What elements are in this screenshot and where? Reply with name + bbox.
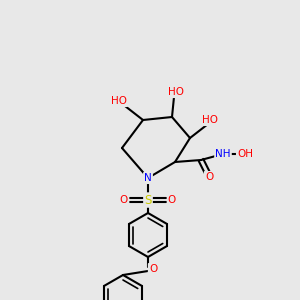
- Text: HO: HO: [202, 115, 218, 125]
- Text: O: O: [168, 195, 176, 205]
- Text: O: O: [149, 264, 157, 274]
- Text: NH: NH: [215, 149, 231, 159]
- Text: N: N: [144, 173, 152, 183]
- Text: O: O: [120, 195, 128, 205]
- Text: HO: HO: [168, 87, 184, 97]
- Text: OH: OH: [237, 149, 253, 159]
- Text: O: O: [205, 172, 213, 182]
- Text: S: S: [144, 194, 152, 206]
- Text: HO: HO: [111, 96, 127, 106]
